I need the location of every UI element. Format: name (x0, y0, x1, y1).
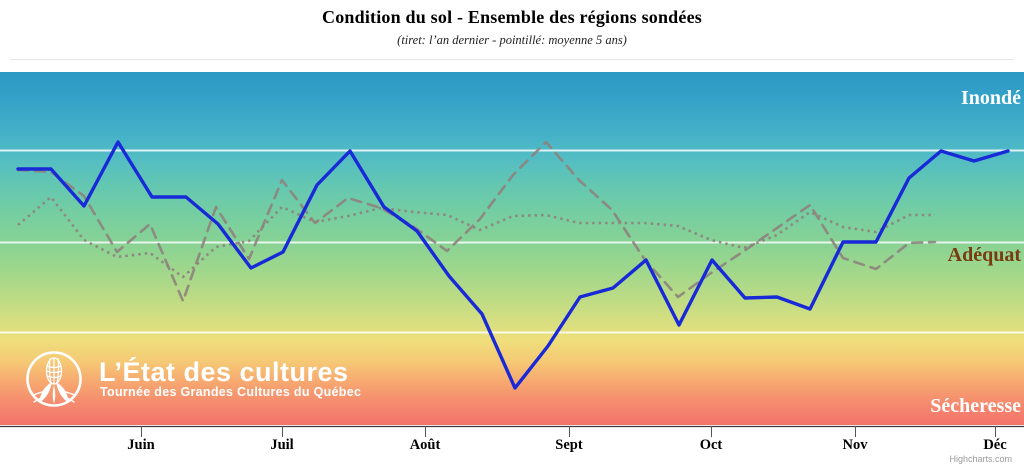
x-axis-label: Juin (127, 437, 154, 453)
corn-cob-icon (45, 357, 63, 385)
zone-label-adequat: Adéquat (948, 244, 1022, 266)
x-axis-label: Juil (270, 437, 293, 453)
x-axis-label: Sept (555, 437, 583, 453)
chart-subtitle: (tiret: l’an dernier - pointillé: moyenn… (397, 33, 627, 47)
logo-name: L’État des cultures (99, 356, 349, 387)
title-separator (10, 59, 1014, 60)
x-axis-label: Oct (700, 437, 723, 453)
series-line-dotted (17, 195, 935, 279)
plot-background (0, 72, 1024, 425)
x-axis-label: Août (410, 437, 441, 453)
chart-dynamic-layer: Juin Juil Août Sept Oct Nov Déc Inondé Adéquat Sé… (0, 72, 1024, 453)
highcharts-credit-link[interactable]: Highcharts.com (949, 454, 1012, 464)
field-rays-icon (32, 390, 76, 403)
series-line-dashed (16, 140, 937, 303)
zone-label-secheresse: Sécheresse (930, 395, 1021, 417)
x-axis-label: Nov (843, 437, 869, 453)
x-axis-label: Déc (983, 437, 1007, 453)
logo: L’État des cultures Tournée des Grandes … (26, 351, 361, 407)
zone-label-inonde: Inondé (961, 87, 1021, 109)
logo-circle-icon (26, 351, 82, 407)
series-line-solid (16, 140, 1010, 390)
logo-tagline: Tournée des Grandes Cultures du Québec (100, 385, 361, 399)
chart-title: Condition du sol - Ensemble des régions … (322, 7, 702, 27)
